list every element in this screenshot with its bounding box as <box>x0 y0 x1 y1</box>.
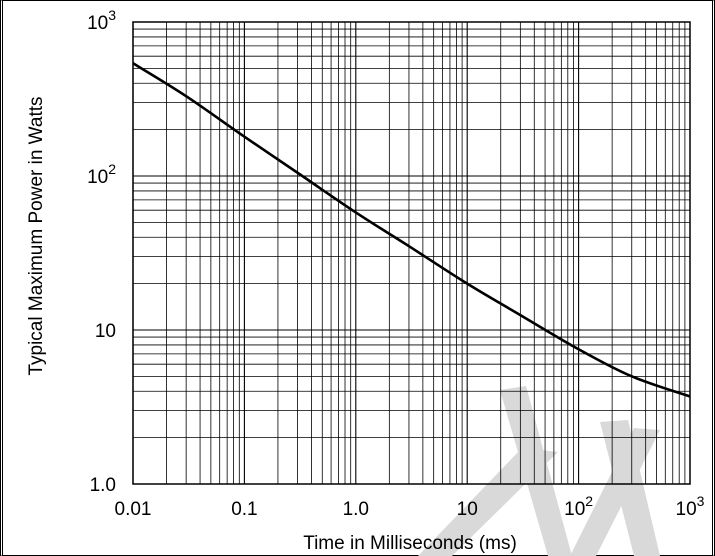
x-tick-label: 102 <box>564 493 593 520</box>
y-tick-label: 10 <box>95 321 116 342</box>
x-tick-label: 10 <box>457 499 478 520</box>
watermark <box>418 386 660 556</box>
y-tick-labels: 1.0 10 102 103 <box>87 7 116 496</box>
y-axis-title: Typical Maximum Power in Watts <box>26 96 47 375</box>
x-tick-label: 103 <box>676 493 705 520</box>
x-tick-label: 1.0 <box>343 499 369 520</box>
x-axis-title: Time in Milliseconds (ms) <box>303 533 517 554</box>
y-tick-label: 103 <box>87 7 116 34</box>
x-tick-label: 0.1 <box>231 499 257 520</box>
minor-gridlines <box>133 22 690 484</box>
major-gridlines <box>132 22 690 485</box>
series-line-0 <box>132 62 691 398</box>
y-tick-label: 102 <box>87 161 116 188</box>
series-layer <box>132 62 691 398</box>
x-tick-label: 0.01 <box>115 499 152 520</box>
y-tick-label: 1.0 <box>90 475 116 496</box>
plot-border <box>132 21 691 485</box>
